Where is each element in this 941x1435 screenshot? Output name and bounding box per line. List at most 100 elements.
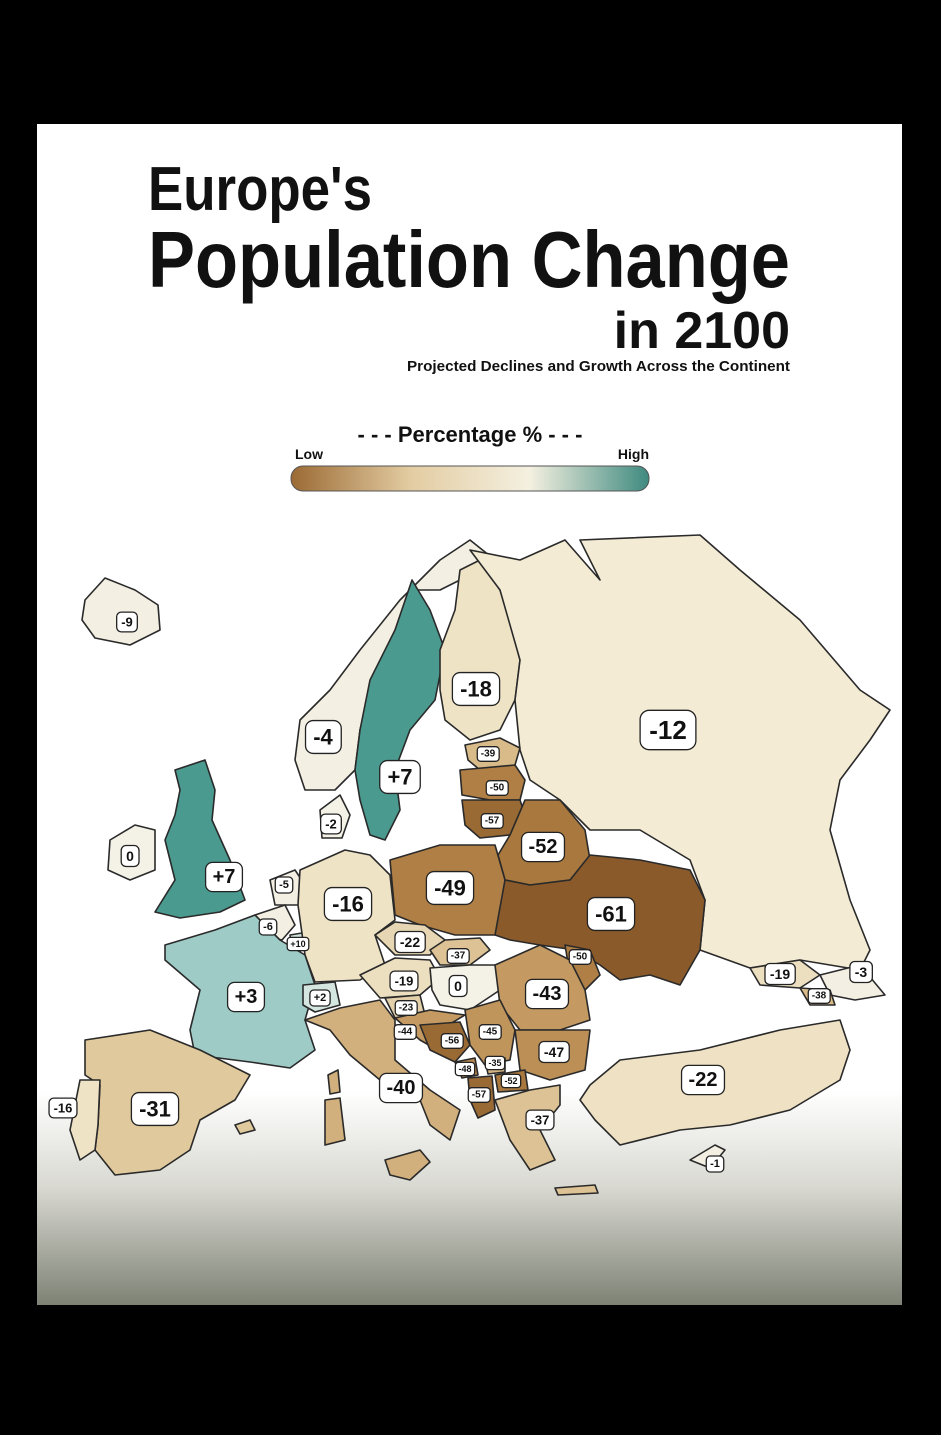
label-box — [389, 970, 419, 992]
label-box — [48, 1097, 78, 1119]
legend-title: - - - Percentage % - - - — [358, 422, 583, 447]
region-label: -37 — [446, 948, 470, 964]
region-label: -37 — [525, 1109, 555, 1131]
region-shape — [469, 534, 891, 971]
region-label: -19 — [389, 970, 419, 992]
label-layer: -9 -4 +7 -18 -12 -39 -50 -57 -52 -2 0 +7 -5 -6 +10 -16 -… — [48, 611, 873, 1173]
label-box — [379, 759, 421, 795]
region-value: -43 — [533, 983, 562, 1005]
label-box — [304, 719, 342, 755]
region-value: -61 — [595, 902, 627, 927]
title-line-3: in 2100 — [614, 302, 790, 360]
region-label: +10 — [286, 936, 310, 952]
region-value: -37 — [451, 951, 466, 962]
title-line-2: Population Change — [148, 215, 790, 304]
label-box — [226, 981, 266, 1013]
region-label: +2 — [309, 989, 331, 1007]
region-value: -31 — [139, 1097, 171, 1122]
region-label: -18 — [451, 671, 501, 707]
label-box — [378, 1072, 424, 1104]
label-box — [320, 813, 342, 835]
region-label: +7 — [379, 759, 421, 795]
region-label: -57 — [480, 813, 504, 829]
label-box — [446, 948, 470, 964]
label-box — [524, 978, 570, 1010]
region-value: -5 — [279, 879, 289, 891]
region-value: +10 — [290, 939, 305, 949]
region-value: -22 — [689, 1069, 718, 1091]
label-box — [568, 949, 592, 965]
region-value: -40 — [387, 1077, 416, 1099]
region-value: -45 — [483, 1027, 498, 1038]
label-box — [478, 1024, 502, 1040]
region-label: -38 — [807, 988, 831, 1004]
label-box — [258, 918, 278, 936]
region-label: -22 — [394, 930, 426, 954]
label-box — [454, 1061, 476, 1077]
legend-high: High — [618, 446, 649, 462]
region-label: -31 — [130, 1091, 180, 1127]
region-value: -52 — [504, 1076, 517, 1086]
region-shape — [324, 1097, 346, 1146]
region-label: -39 — [476, 746, 500, 762]
region-value: -2 — [325, 817, 337, 832]
region-label: -48 — [454, 1061, 476, 1077]
region-label: -52 — [500, 1073, 522, 1089]
region-shape — [69, 1079, 101, 1161]
label-box — [309, 989, 331, 1007]
region-value: -18 — [460, 677, 492, 702]
region-value: +3 — [235, 986, 258, 1008]
region-value: -3 — [855, 964, 868, 980]
map: -9 -4 +7 -18 -12 -39 -50 -57 -52 -2 0 +7 -5 -6 +10 -16 -… — [48, 534, 891, 1196]
region-value: -1 — [710, 1158, 720, 1170]
region — [469, 534, 891, 971]
region-value: 0 — [126, 848, 134, 864]
region-value: -16 — [54, 1101, 73, 1116]
region-value: -48 — [458, 1064, 471, 1074]
label-box — [467, 1087, 491, 1103]
region-label: -40 — [378, 1072, 424, 1104]
region — [81, 577, 161, 646]
region-value: -35 — [488, 1058, 501, 1068]
subtitle: Projected Declines and Growth Across the… — [407, 358, 790, 375]
region-value: -50 — [490, 783, 505, 794]
region-label: -1 — [705, 1155, 725, 1173]
label-box — [484, 1055, 506, 1071]
region-label: -35 — [484, 1055, 506, 1071]
label-box — [520, 831, 566, 863]
region-shape — [554, 1184, 599, 1196]
region-label: -19 — [764, 962, 796, 986]
region-label: +7 — [204, 861, 244, 893]
region-value: 0 — [454, 978, 462, 994]
region-value: +2 — [314, 992, 327, 1004]
label-box — [764, 962, 796, 986]
region — [69, 1079, 101, 1161]
region-shape — [384, 1149, 431, 1181]
region-shape — [294, 539, 496, 791]
label-box — [849, 960, 873, 984]
legend-bar — [290, 465, 650, 492]
region-label: -44 — [393, 1024, 417, 1040]
region-label: -16 — [48, 1097, 78, 1119]
label-box — [525, 1109, 555, 1131]
label-box — [476, 746, 500, 762]
region — [354, 579, 446, 841]
region-value: -52 — [529, 836, 558, 858]
region-label: -52 — [520, 831, 566, 863]
region-label: -57 — [467, 1087, 491, 1103]
region-label: -56 — [440, 1033, 464, 1049]
label-box — [448, 974, 468, 998]
label-box — [485, 780, 509, 796]
region-value: -19 — [395, 974, 414, 989]
region-value: -19 — [770, 966, 790, 982]
label-box — [286, 936, 310, 952]
region-value: -39 — [481, 749, 496, 760]
region-label: -12 — [639, 709, 697, 751]
region-value: -50 — [573, 952, 588, 963]
region-label: -61 — [586, 896, 636, 932]
region — [304, 999, 461, 1181]
region-label: -47 — [538, 1040, 570, 1064]
region-label: 0 — [448, 974, 468, 998]
region-value: -9 — [121, 615, 133, 630]
